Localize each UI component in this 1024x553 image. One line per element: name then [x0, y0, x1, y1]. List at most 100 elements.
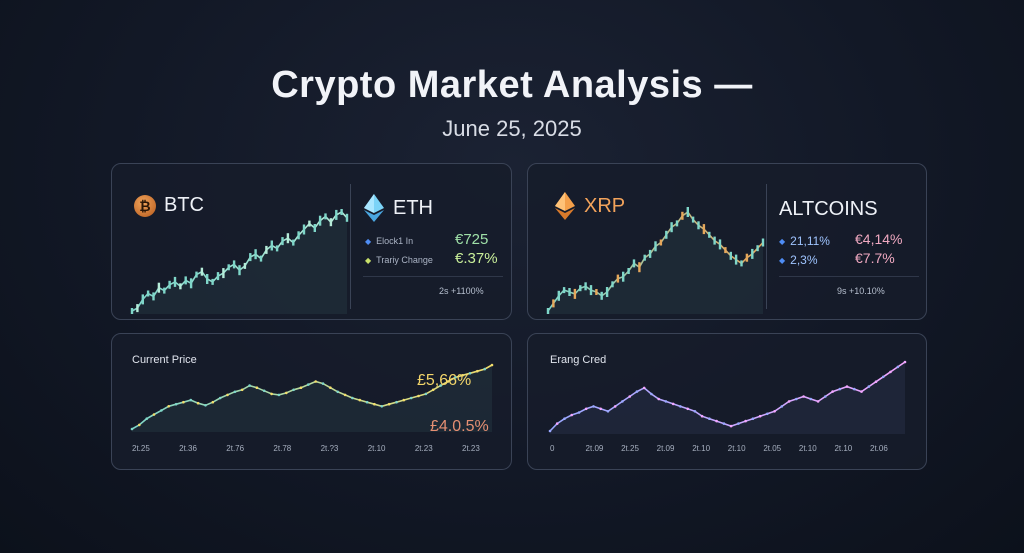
current-price-bottom-value: £4.0.5% — [430, 418, 489, 435]
btc-price-chart — [130, 209, 349, 314]
candle — [681, 211, 684, 220]
data-point — [321, 382, 325, 385]
candle — [702, 224, 706, 235]
data-point — [351, 396, 354, 400]
data-point — [189, 398, 193, 402]
current-price-label: Current Price — [132, 354, 197, 366]
data-point — [708, 417, 711, 420]
erang-cred-label: Erang Cred — [550, 354, 607, 366]
btc-label: BTC — [164, 194, 204, 216]
candle — [546, 308, 550, 314]
x-tick-label: 0 — [550, 444, 555, 453]
candle — [686, 207, 689, 217]
erang-cred-panel: Erang Cred 0 2t.09 2t.25 2t.09 2t.10 2t.10 2t.… — [527, 333, 927, 470]
page-title: Crypto Market Analysis — — [271, 64, 753, 106]
data-point — [255, 386, 259, 389]
eth-row-2: ◆ Trariy Change — [365, 255, 433, 265]
altcoins-footer: 9s +10.10% — [837, 286, 885, 296]
candle — [179, 283, 182, 290]
candle — [275, 245, 279, 252]
candle — [345, 213, 349, 222]
candle — [724, 247, 727, 254]
xrp-price-chart — [546, 207, 765, 314]
diamond-bullet-icon: ◆ — [779, 236, 786, 246]
candle — [173, 276, 177, 287]
candle — [232, 260, 236, 269]
data-point — [795, 397, 798, 401]
data-point — [358, 398, 362, 402]
candle — [152, 292, 155, 301]
candle — [308, 220, 311, 227]
candle — [265, 245, 268, 254]
candle — [584, 282, 587, 291]
eth-row-1-value: €725 — [455, 231, 489, 248]
candle — [222, 268, 225, 279]
data-point — [896, 365, 900, 369]
altcoins-sidebar: ALTCOINS ◆ 21,11% €4,14% ◆ 2,3% €7.7% 9s… — [766, 184, 926, 309]
data-point — [365, 400, 369, 404]
data-point — [218, 396, 222, 400]
candle — [756, 245, 759, 252]
x-tick-label: 2t.09 — [585, 444, 604, 453]
candle — [611, 281, 614, 288]
data-point — [380, 405, 384, 408]
candle — [238, 265, 241, 276]
candle — [675, 220, 679, 227]
data-point — [642, 386, 646, 390]
candle — [557, 290, 560, 301]
x-tick-label: 2t.05 — [763, 444, 782, 453]
btc-header: ₿ BTC — [134, 194, 204, 217]
data-point — [780, 405, 784, 408]
candle — [589, 285, 593, 296]
candle — [286, 233, 290, 244]
current-price-chart — [130, 363, 494, 432]
eth-row-2-value: €.37% — [455, 250, 498, 267]
candle — [659, 239, 663, 246]
ethereum-icon — [364, 194, 384, 222]
candle — [568, 288, 571, 296]
x-tick-label: 2t.06 — [870, 444, 888, 453]
data-point — [621, 400, 624, 403]
candle — [297, 231, 300, 240]
candle — [729, 251, 732, 260]
data-point — [490, 363, 494, 367]
xrp-label: XRP — [584, 194, 626, 217]
data-point — [816, 400, 820, 403]
alt-row-2: ◆ 2,3% — [779, 253, 818, 267]
series-line — [131, 364, 493, 430]
data-point — [343, 393, 347, 397]
eth-footer: 2s +1100% — [439, 286, 484, 296]
candle — [740, 260, 743, 267]
x-tick-label: 2t.25 — [621, 444, 639, 453]
x-tick-label: 2t.36 — [179, 444, 197, 453]
eth-sidebar: ETH ◆ Elock1 In €725 ◆ Trariy Change €.3… — [350, 184, 511, 309]
candle — [734, 254, 738, 265]
candle — [691, 216, 695, 223]
data-point — [831, 390, 834, 393]
data-point — [693, 410, 697, 413]
data-point — [867, 385, 871, 388]
data-point — [138, 423, 141, 427]
data-point — [395, 400, 398, 404]
candle — [654, 241, 657, 252]
btc-eth-panel: ₿ BTC ETH ◆ Elock1 In €725 ◆ Trariy Chan… — [111, 163, 512, 320]
data-point — [373, 402, 376, 406]
data-point — [802, 395, 805, 398]
data-point — [468, 372, 472, 375]
data-point — [599, 407, 602, 411]
data-point — [409, 396, 413, 400]
data-point — [270, 392, 273, 396]
data-point — [555, 422, 559, 425]
candle — [643, 254, 646, 261]
candle — [249, 253, 252, 262]
candle — [708, 231, 711, 238]
candle — [616, 274, 620, 283]
data-point — [160, 409, 163, 412]
data-point — [766, 412, 769, 416]
alt-row-1: ◆ 21,11% — [779, 234, 830, 248]
data-point — [240, 388, 244, 392]
candle — [313, 224, 316, 232]
candle — [552, 299, 555, 308]
data-point — [145, 417, 148, 420]
x-tick-label: 2t.10 — [367, 444, 386, 453]
